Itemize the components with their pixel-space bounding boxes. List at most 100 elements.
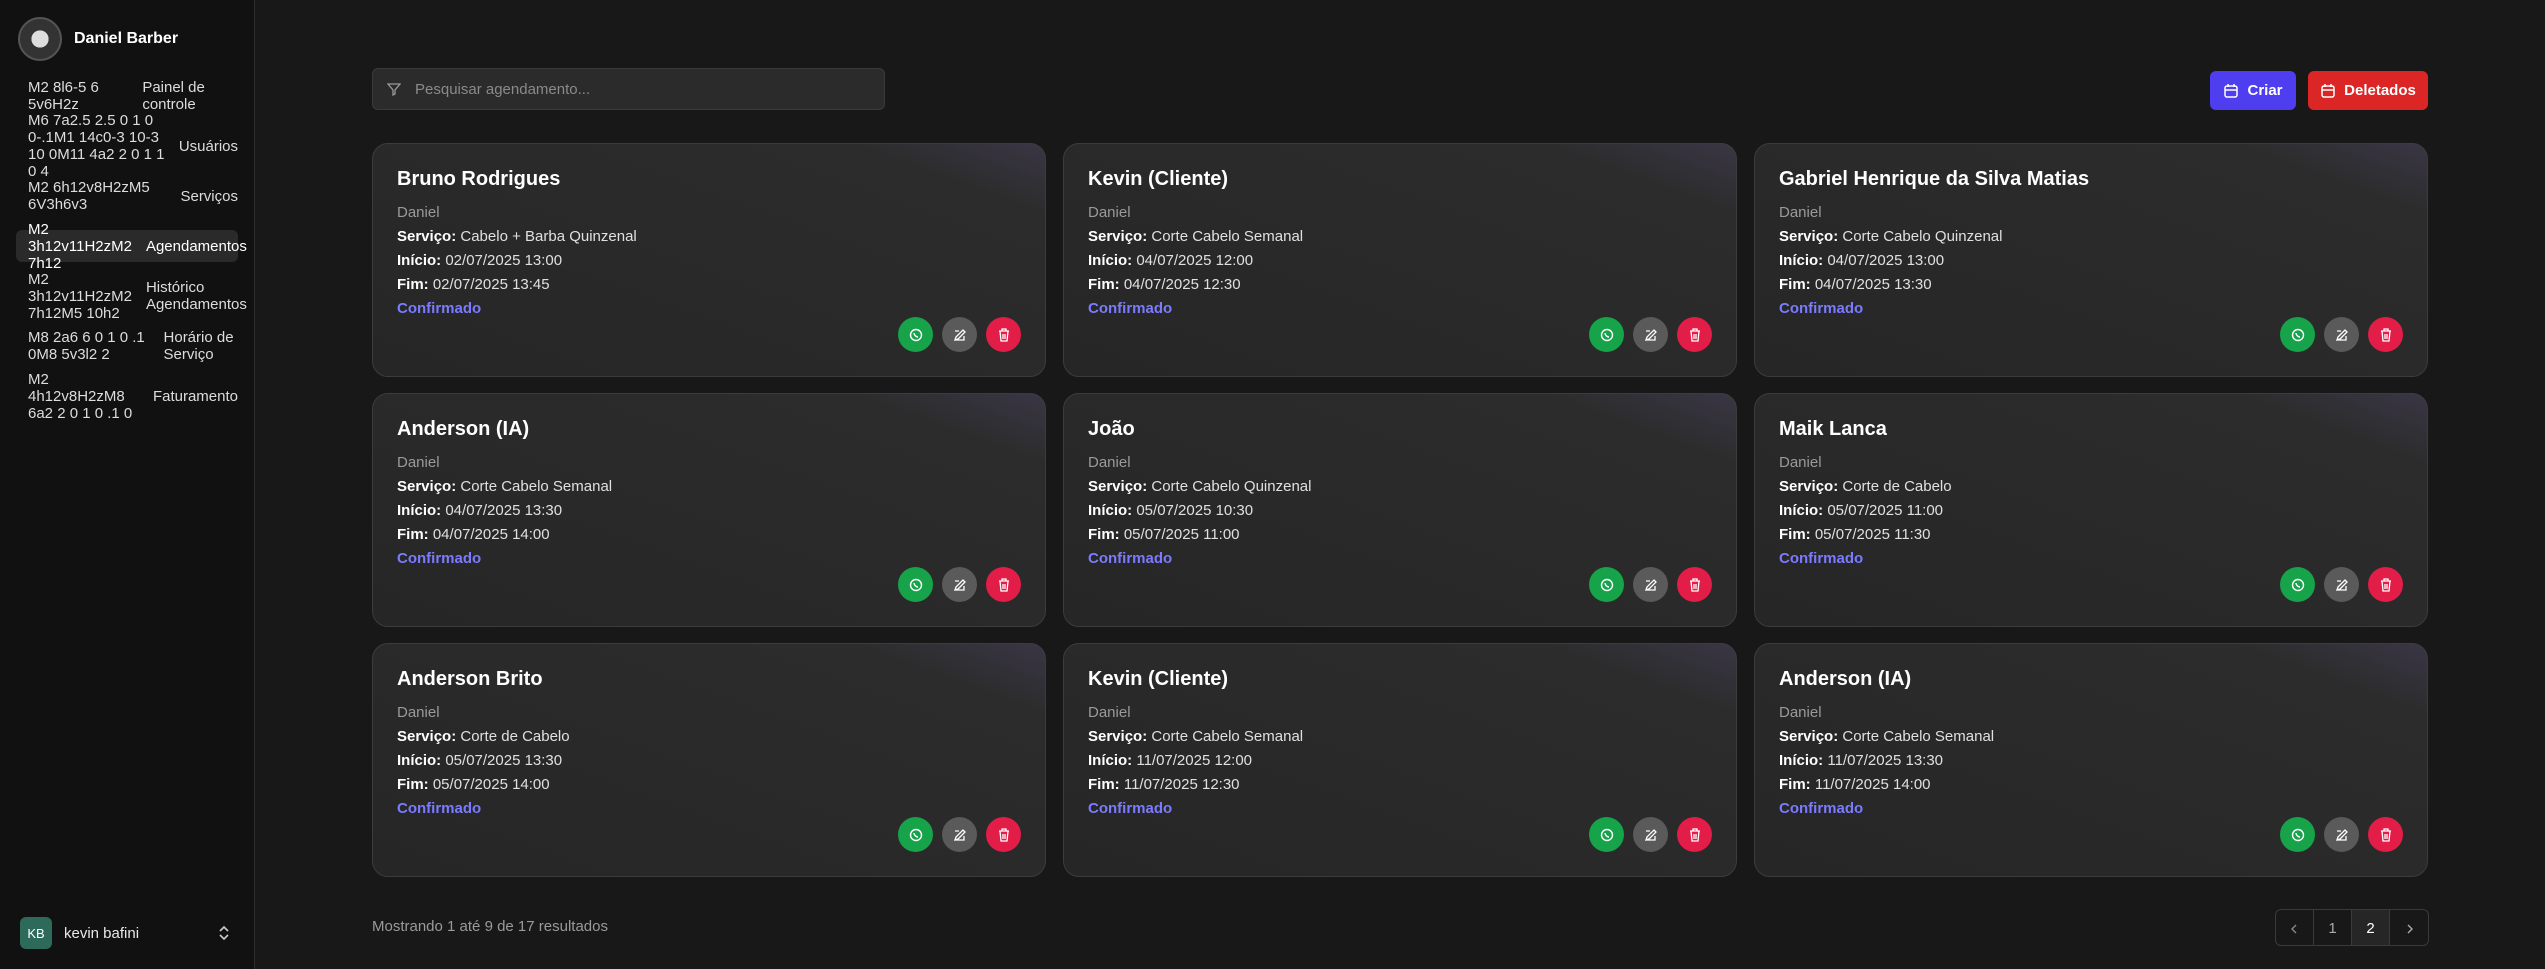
detail-start: Início: 04/07/2025 13:00 — [1779, 249, 2403, 273]
detail-value: 05/07/2025 11:00 — [1123, 526, 1240, 543]
delete-button[interactable] — [1677, 817, 1712, 852]
page-number[interactable]: 2 — [2352, 910, 2390, 945]
detail-start: Início: 05/07/2025 13:30 — [397, 749, 1021, 773]
detail-label: Fim: — [1088, 776, 1120, 793]
detail-label: Início: — [1779, 252, 1824, 269]
icon — [1644, 828, 1657, 841]
barber-name: Daniel — [1088, 454, 1131, 471]
menu-item[interactable]: M2 6h12v8H2zM5 6V3h6v3 Serviços — [28, 179, 238, 213]
detail-value: Corte de Cabelo — [1842, 478, 1952, 495]
delete-button[interactable] — [2368, 817, 2403, 852]
menu-item[interactable]: M2 4h12v8H2zM8 6a2 2 0 1 0 .1 0 Faturamen… — [28, 370, 238, 422]
edit-button[interactable] — [2324, 317, 2359, 352]
detail-value: 05/07/2025 11:30 — [1814, 526, 1931, 543]
edit-button[interactable] — [942, 317, 977, 352]
detail-service: Serviço: Corte Cabelo Quinzenal — [1779, 225, 2403, 249]
whatsapp-button[interactable] — [898, 817, 933, 852]
appointment-card: Anderson Brito Daniel Serviço: Corte de Ca… — [372, 643, 1046, 877]
menu-item[interactable]: M2 3h12v11H2zM2 7h12M5 10h2 Histórico Age… — [28, 270, 247, 322]
client-name: Maik Lanca — [1779, 418, 1887, 440]
actions — [1589, 817, 1712, 852]
barber-name: Daniel — [1088, 704, 1131, 721]
delete-button[interactable] — [2368, 317, 2403, 352]
menu-label: Faturamento — [152, 387, 238, 405]
icon — [953, 828, 966, 841]
status: Confirmado — [397, 550, 482, 567]
edit-button[interactable] — [2324, 817, 2359, 852]
status: Confirmado — [1088, 300, 1173, 317]
menu-label: Agendamentos — [145, 237, 247, 255]
detail-value: 05/07/2025 13:30 — [445, 752, 563, 769]
page-number[interactable]: 1 — [2314, 910, 2352, 945]
icon — [2380, 577, 2391, 592]
menu-label: Usuários — [178, 137, 238, 155]
appointment-card: Maik Lanca Daniel Serviço: Corte de Cabelo… — [1754, 393, 2428, 627]
edit-button[interactable] — [1633, 817, 1668, 852]
detail-label: Início: — [1779, 502, 1824, 519]
menu-item[interactable]: M2 8l6-5 6 5v6H2z Painel de controle — [16, 79, 238, 113]
logo — [18, 17, 62, 61]
detail-value: Corte Cabelo Quinzenal — [1151, 478, 1312, 495]
detail-value: 04/07/2025 12:30 — [1123, 276, 1241, 293]
detail-service: Serviço: Corte de Cabelo — [1779, 475, 2403, 499]
detail-label: Início: — [1779, 752, 1824, 769]
detail-label: Serviço: — [397, 728, 457, 745]
menu-item[interactable]: M8 2a6 6 0 1 0 .1 0M8 5v3l2 2 Horário de … — [16, 329, 238, 363]
search-input[interactable]: Pesquisar agendamento... — [372, 68, 885, 110]
icon — [1644, 578, 1657, 591]
delete-button[interactable] — [986, 817, 1021, 852]
client-name: Anderson (IA) — [1779, 668, 1912, 690]
whatsapp-button[interactable] — [1589, 817, 1624, 852]
detail-service: Serviço: Corte Cabelo Semanal — [1088, 225, 1712, 249]
appointment-grid: Bruno Rodrigues Daniel Serviço: Cabelo + B… — [372, 143, 2428, 877]
menu-item[interactable]: M6 7a2.5 2.5 0 1 0 0-.1M1 14c0-3 10-3 10… — [28, 112, 238, 180]
edit-button[interactable] — [942, 567, 977, 602]
delete-button[interactable] — [986, 317, 1021, 352]
detail-start: Início: 04/07/2025 13:30 — [397, 499, 1021, 523]
menu-label: Horário de Serviço — [163, 329, 234, 363]
detail-end: Fim: 05/07/2025 11:30 — [1779, 523, 2403, 547]
edit-button[interactable] — [942, 817, 977, 852]
detail-value: 05/07/2025 11:00 — [1827, 502, 1944, 519]
detail-end: Fim: 05/07/2025 11:00 — [1088, 523, 1712, 547]
prev-page[interactable] — [2276, 910, 2314, 945]
brand: Daniel Barber — [18, 17, 178, 61]
whatsapp-button[interactable] — [2280, 817, 2315, 852]
whatsapp-button[interactable] — [898, 567, 933, 602]
results-summary: Mostrando 1 até 9 de 17 resultados — [372, 918, 608, 935]
client-name: Anderson (IA) — [397, 418, 530, 440]
delete-button[interactable] — [1677, 567, 1712, 602]
user[interactable]: KB kevin bafini — [20, 917, 230, 949]
whatsapp-button[interactable] — [2280, 567, 2315, 602]
whatsapp-button[interactable] — [2280, 317, 2315, 352]
detail-value: 04/07/2025 12:00 — [1136, 252, 1254, 269]
detail-service: Serviço: Corte Cabelo Semanal — [1779, 725, 2403, 749]
actions — [898, 567, 1021, 602]
deleted-button[interactable]: Deletados — [2308, 71, 2428, 110]
menu: M2 8l6-5 6 5v6H2z Painel de controle M6 7a… — [16, 79, 247, 430]
next-page[interactable] — [2390, 910, 2428, 945]
detail-label: Fim: — [397, 776, 429, 793]
menu-item[interactable]: M2 3h12v11H2zM2 7h12 Agendamentos — [16, 221, 247, 272]
edit-button[interactable] — [1633, 567, 1668, 602]
detail-value: 11/07/2025 12:30 — [1123, 776, 1240, 793]
icon — [998, 577, 1009, 592]
delete-button[interactable] — [2368, 567, 2403, 602]
create-button[interactable]: Criar — [2210, 71, 2296, 110]
appointment-card: Anderson (IA) Daniel Serviço: Corte Cabelo… — [372, 393, 1046, 627]
icon — [1644, 328, 1657, 341]
detail-value: 04/07/2025 13:30 — [1814, 276, 1932, 293]
detail-service: Serviço: Corte Cabelo Semanal — [397, 475, 1021, 499]
delete-button[interactable] — [1677, 317, 1712, 352]
whatsapp-button[interactable] — [898, 317, 933, 352]
whatsapp-button[interactable] — [1589, 567, 1624, 602]
detail-label: Serviço: — [397, 478, 457, 495]
edit-button[interactable] — [2324, 567, 2359, 602]
barber-name: Daniel — [397, 454, 440, 471]
delete-button[interactable] — [986, 567, 1021, 602]
menu-label: Serviços — [180, 187, 238, 205]
detail-label: Início: — [397, 252, 442, 269]
icon — [2380, 327, 2391, 342]
whatsapp-button[interactable] — [1589, 317, 1624, 352]
edit-button[interactable] — [1633, 317, 1668, 352]
